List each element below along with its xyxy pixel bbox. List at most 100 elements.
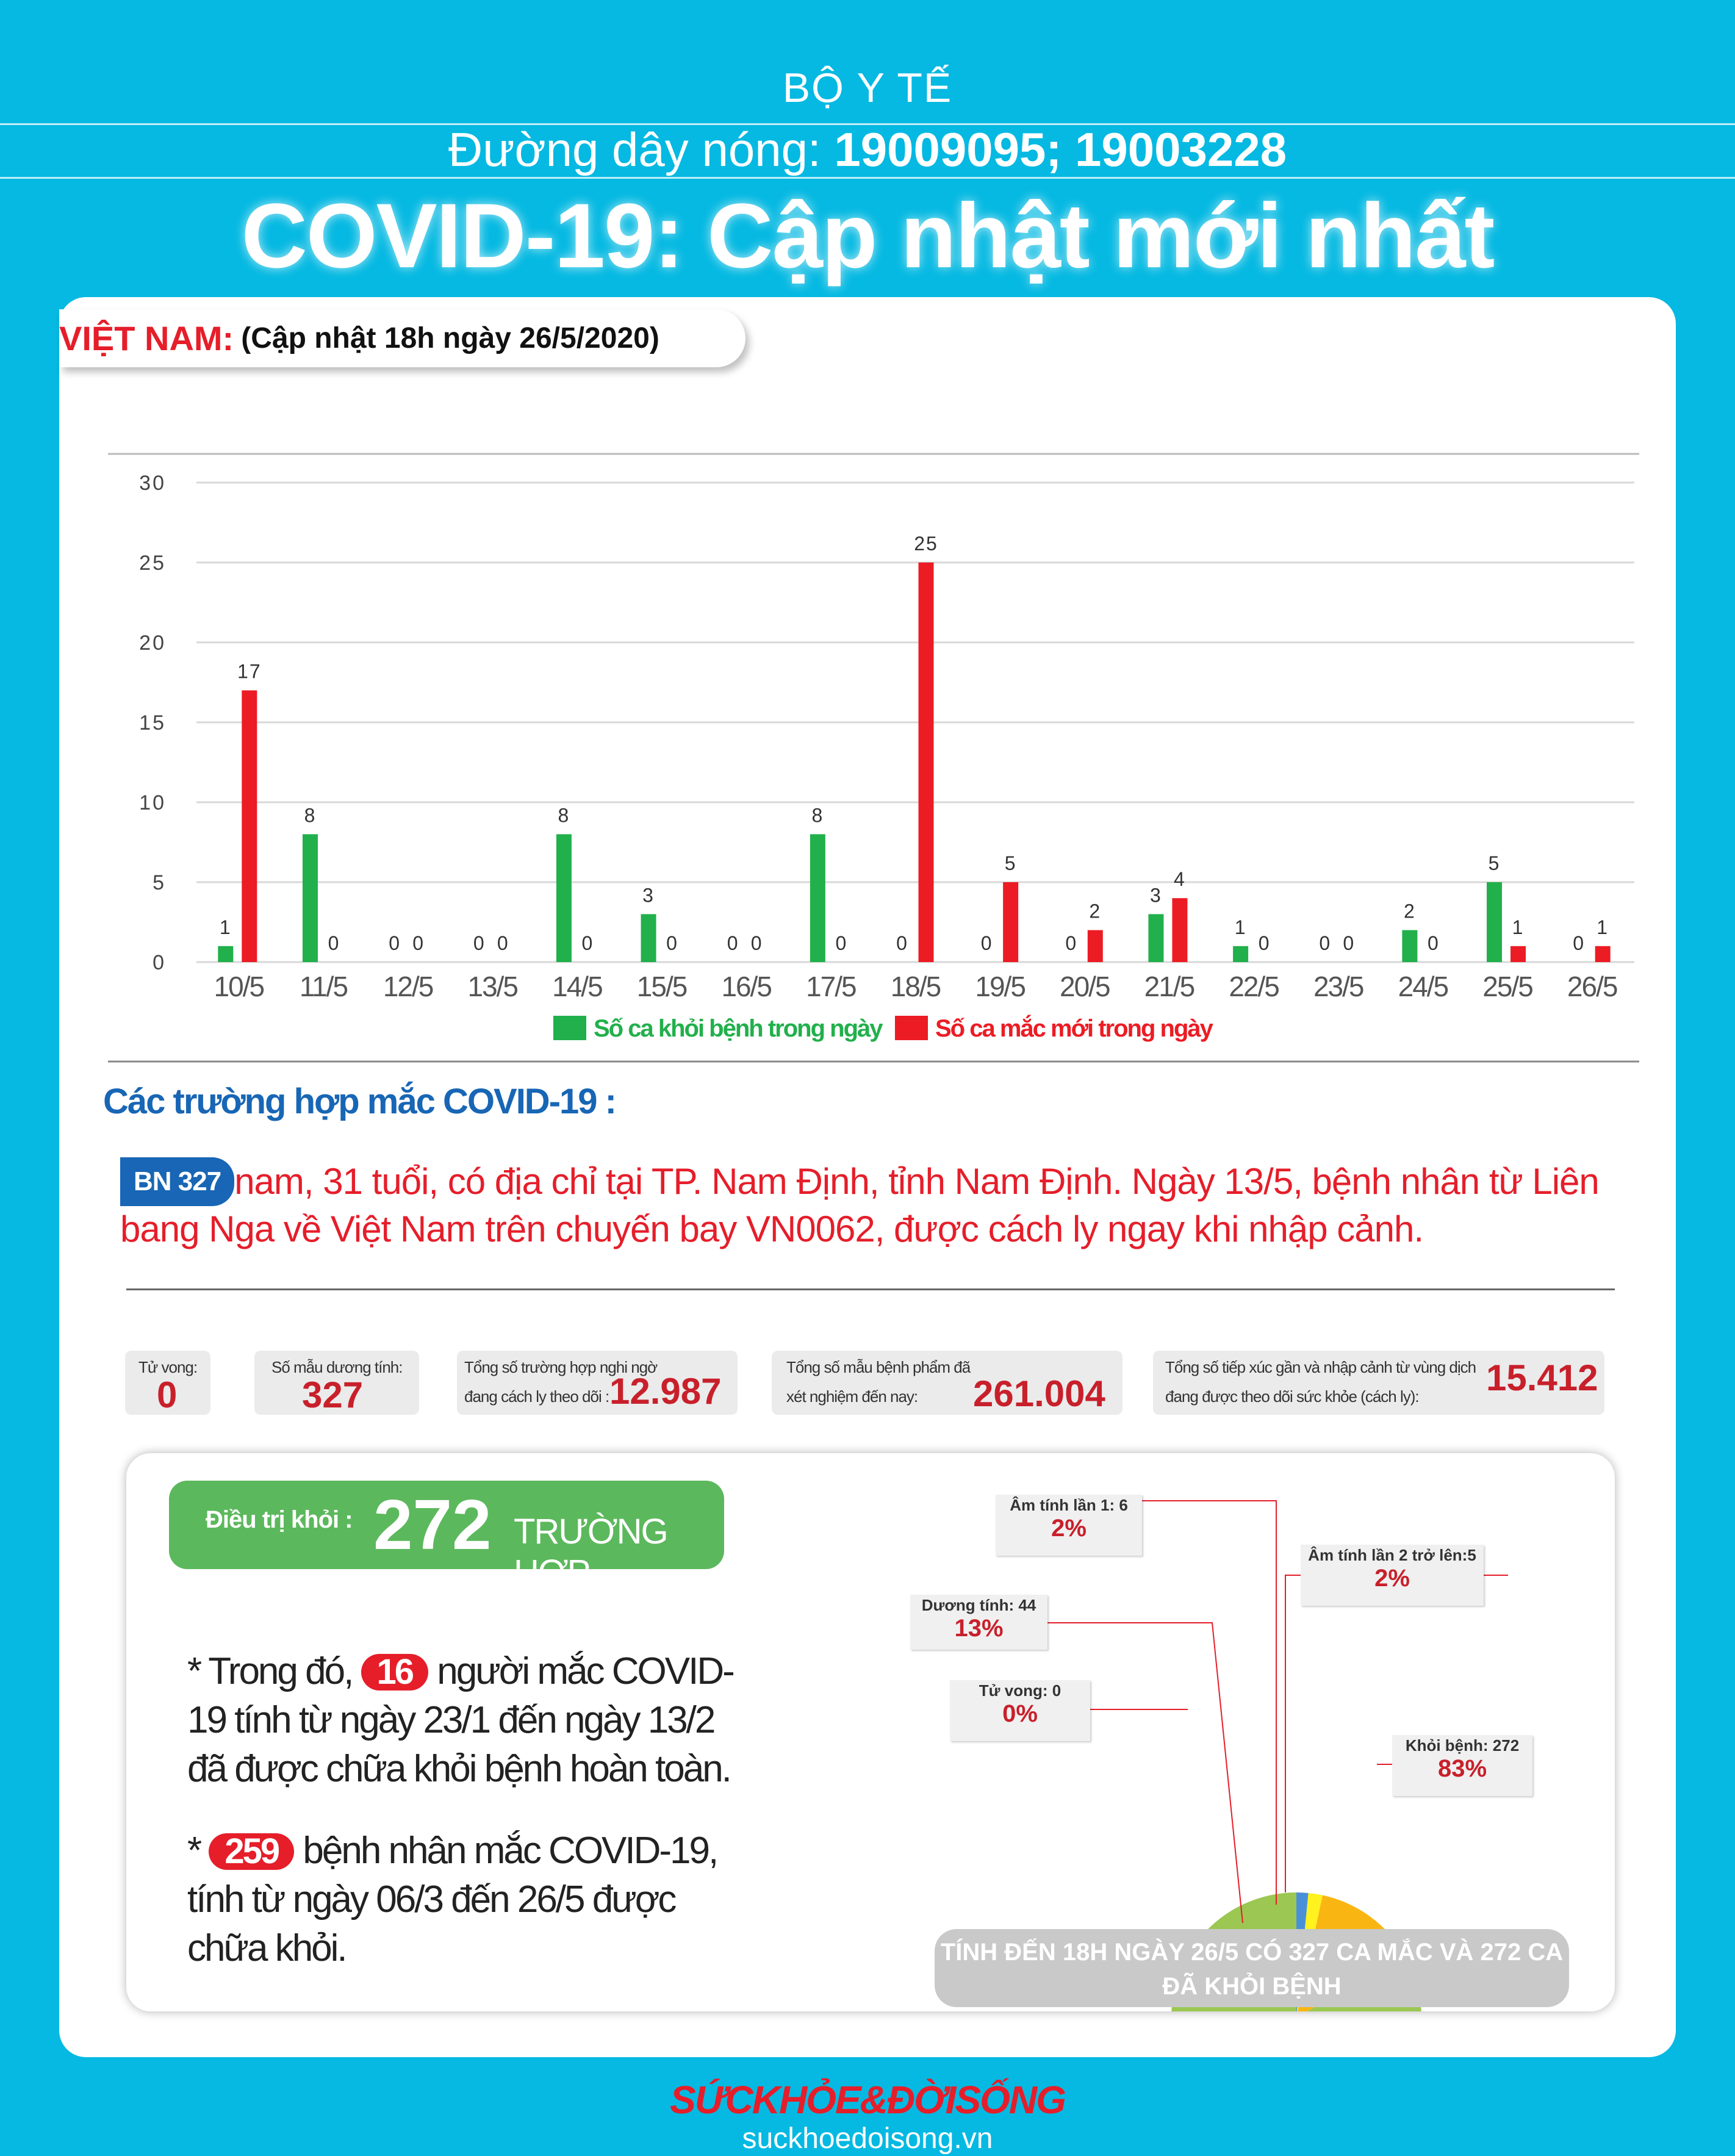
bar-new-cases bbox=[242, 690, 257, 962]
bar-value-label: 8 bbox=[558, 804, 570, 826]
bar-value-label: 0 bbox=[1319, 932, 1331, 954]
stat-tested-value: 261.004 bbox=[973, 1373, 1105, 1414]
main-title: COVID-19: Cập nhật mới nhất bbox=[241, 184, 1495, 287]
recovered-pill: Điều trị khỏi : 272 TRƯỜNG HỢP bbox=[169, 1481, 724, 1592]
legend-label: Số ca khỏi bệnh trong ngày bbox=[594, 1015, 883, 1042]
bar-value-label: 0 bbox=[1065, 932, 1077, 954]
pie-label-negative-2-pct: 2% bbox=[1374, 1565, 1410, 1592]
hotline: Đường dây nóng: 19009095; 19003228 bbox=[0, 122, 1735, 178]
cases-section-title: Các trường hợp mắc COVID-19 : bbox=[103, 1082, 617, 1121]
x-tick-label: 13/5 bbox=[467, 971, 517, 1002]
bar-value-label: 0 bbox=[981, 932, 993, 954]
pie-label-positive-pct: 13% bbox=[954, 1615, 1004, 1642]
x-tick-label: 11/5 bbox=[300, 971, 348, 1002]
stat-positive: Số mẫu dương tính: 327 bbox=[254, 1351, 419, 1415]
bar-value-label: 3 bbox=[1150, 884, 1162, 906]
bar-value-label: 0 bbox=[896, 932, 908, 954]
bar-recovered bbox=[1487, 882, 1503, 962]
x-tick-label: 10/5 bbox=[214, 971, 264, 1002]
stat-suspected-label-1: Tổng số trường hợp nghi ngờ bbox=[464, 1358, 658, 1376]
case-badge: BN 327 bbox=[120, 1157, 235, 1206]
x-tick-label: 14/5 bbox=[552, 971, 602, 1002]
stat-deaths: Tử vong: 0 bbox=[125, 1351, 210, 1415]
ministry-title: BỘ Y TẾ bbox=[782, 65, 953, 111]
x-tick-label: 18/5 bbox=[891, 971, 941, 1002]
y-tick-label: 10 bbox=[139, 791, 166, 814]
country-label: VIỆT NAM: bbox=[59, 319, 234, 358]
note1-prefix: * Trong đó, bbox=[187, 1650, 354, 1692]
footer-logo: SỨCKHỎE&ĐỜISỐNG bbox=[670, 2078, 1066, 2122]
stat-contacts-value: 15.412 bbox=[1486, 1357, 1598, 1398]
stat-positive-value: 327 bbox=[302, 1374, 364, 1415]
legend-label: Số ca mắc mới trong ngày bbox=[935, 1014, 1214, 1042]
footer-url: suckhoedoisong.vn bbox=[742, 2122, 993, 2155]
bar-recovered bbox=[810, 834, 825, 962]
status-pie-chart bbox=[1047, 1500, 1508, 2011]
recovered-number: 272 bbox=[373, 1485, 492, 1564]
y-tick-label: 25 bbox=[139, 552, 166, 575]
hotline-label: Đường dây nóng: bbox=[448, 123, 821, 176]
legend-swatch bbox=[553, 1016, 586, 1040]
pie-leader-line bbox=[1142, 1500, 1277, 1905]
x-tick-label: 19/5 bbox=[975, 971, 1025, 1002]
note2-prefix: * bbox=[187, 1830, 202, 1872]
bar-value-label: 2 bbox=[1404, 900, 1416, 922]
recovery-note-2: * 259 bệnh nhân mắc COVID-19, tính từ ng… bbox=[187, 1827, 736, 1973]
x-tick-label: 12/5 bbox=[383, 971, 433, 1002]
bar-value-label: 0 bbox=[835, 932, 847, 954]
bar-value-label: 8 bbox=[811, 804, 824, 826]
pie-label-negative-1: Âm tính lần 1: 6 2% bbox=[996, 1495, 1142, 1556]
recovered-label: Điều trị khỏi : bbox=[206, 1506, 353, 1533]
case-description: BN 327 nam, 31 tuổi, có địa chỉ tại TP. N… bbox=[120, 1157, 1645, 1252]
bar-value-label: 0 bbox=[727, 932, 739, 954]
recovery-note-1: * Trong đó, 16 người mắc COVID-19 tính t… bbox=[187, 1647, 736, 1794]
stat-suspected-label-2: đang cách ly theo dõi : bbox=[464, 1387, 609, 1406]
y-tick-label: 15 bbox=[139, 711, 166, 735]
bar-value-label: 1 bbox=[1235, 916, 1247, 938]
stat-deaths-label: Tử vong: bbox=[138, 1358, 198, 1376]
pie-label-deaths-pct: 0% bbox=[1002, 1700, 1038, 1727]
x-tick-label: 24/5 bbox=[1398, 971, 1448, 1002]
pie-label-positive-text: Dương tính: 44 bbox=[921, 1596, 1036, 1614]
bar-value-label: 0 bbox=[389, 932, 401, 954]
summary-pill: TÍNH ĐẾN 18H NGÀY 26/5 CÓ 327 CA MẮC VÀ … bbox=[935, 1929, 1569, 2007]
bar-value-label: 0 bbox=[497, 932, 509, 954]
chart-y-ticks: 0 5 10 15 20 25 30 bbox=[139, 472, 166, 974]
bar-value-label: 1 bbox=[1512, 916, 1525, 938]
stat-tested-label-1: Tổng số mẫu bệnh phẩm đã bbox=[786, 1358, 971, 1376]
bar-value-label: 0 bbox=[582, 932, 594, 954]
header-divider-2 bbox=[0, 177, 1735, 179]
x-tick-label: 20/5 bbox=[1060, 971, 1110, 1002]
x-tick-label: 22/5 bbox=[1229, 971, 1279, 1002]
bar-value-label: 0 bbox=[1343, 932, 1355, 954]
bar-value-label: 8 bbox=[304, 804, 317, 826]
bar-new-cases bbox=[1595, 946, 1611, 962]
x-tick-label: 15/5 bbox=[637, 971, 687, 1002]
stat-positive-label: Số mẫu dương tính: bbox=[271, 1358, 403, 1376]
bar-value-label: 1 bbox=[220, 916, 232, 938]
bar-value-label: 0 bbox=[412, 932, 425, 954]
bar-value-label: 25 bbox=[914, 533, 938, 555]
stat-suspected-value: 12.987 bbox=[609, 1371, 722, 1412]
bar-value-label: 5 bbox=[1005, 852, 1017, 874]
pie-label-deaths-text: Tử vong: 0 bbox=[979, 1681, 1061, 1700]
hotline-numbers: 19009095; 19003228 bbox=[834, 123, 1287, 176]
pie-leader-line bbox=[1285, 1575, 1508, 1892]
bar-recovered bbox=[302, 834, 318, 962]
note2-number: 259 bbox=[209, 1833, 295, 1870]
x-tick-label: 26/5 bbox=[1567, 971, 1617, 1002]
y-tick-label: 30 bbox=[139, 472, 166, 495]
recovery-panel: Điều trị khỏi : 272 TRƯỜNG HỢP * Trong đ… bbox=[126, 1453, 1615, 2011]
bar-recovered bbox=[641, 914, 656, 962]
update-tab: VIỆT NAM: (Cập nhật 18h ngày 26/5/2020) bbox=[59, 309, 745, 367]
bar-new-cases bbox=[1510, 946, 1526, 962]
chart-gridlines bbox=[196, 481, 1634, 963]
recovered-unit: TRƯỜNG HỢP bbox=[514, 1512, 669, 1592]
y-tick-label: 20 bbox=[139, 631, 166, 655]
bar-value-label: 0 bbox=[1428, 932, 1440, 954]
bar-new-cases bbox=[1087, 930, 1103, 962]
bar-value-label: 0 bbox=[751, 932, 763, 954]
bar-value-label: 0 bbox=[1573, 932, 1585, 954]
